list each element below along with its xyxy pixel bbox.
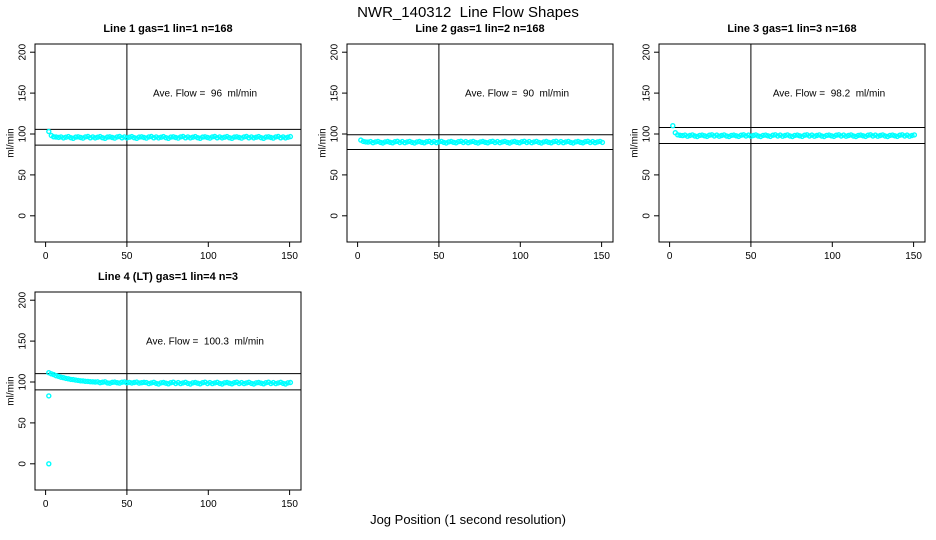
svg-text:Line 3 gas=1 lin=3 n=168: Line 3 gas=1 lin=3 n=168 — [727, 23, 856, 35]
panel-line-3: Line 3 gas=1 lin=3 n=168 0 50 100 150 200 ml/m… — [624, 18, 936, 268]
svg-text:150: 150 — [18, 332, 29, 349]
svg-text:ml/min: ml/min — [6, 376, 17, 405]
svg-text:150: 150 — [593, 251, 610, 262]
panel-line-1: Line 1 gas=1 lin=1 n=168 0 50 100 150 200 ml/m… — [0, 18, 312, 268]
svg-text:0: 0 — [330, 213, 341, 219]
svg-text:0: 0 — [43, 251, 49, 262]
svg-text:50: 50 — [642, 169, 653, 181]
panel-line-4-plot: Line 4 (LT) gas=1 lin=4 n=3 0 50 100 150 200 m… — [6, 271, 302, 510]
svg-text:100: 100 — [200, 251, 217, 262]
svg-text:150: 150 — [905, 251, 922, 262]
svg-text:Line 1 gas=1 lin=1 n=168: Line 1 gas=1 lin=1 n=168 — [103, 23, 232, 35]
svg-text:0: 0 — [18, 213, 29, 219]
x-axis-label: Jog Position (1 second resolution) — [370, 512, 566, 527]
svg-text:100: 100 — [200, 499, 217, 510]
svg-text:150: 150 — [18, 84, 29, 101]
svg-text:ml/min: ml/min — [630, 128, 641, 157]
svg-text:0: 0 — [642, 213, 653, 219]
svg-text:Line 2 gas=1 lin=2 n=168: Line 2 gas=1 lin=2 n=168 — [415, 23, 544, 35]
svg-text:ml/min: ml/min — [318, 128, 329, 157]
svg-text:100: 100 — [18, 373, 29, 390]
svg-text:50: 50 — [330, 169, 341, 181]
svg-text:Ave. Flow = 100.3 ml/min: Ave. Flow = 100.3 ml/min — [146, 337, 264, 348]
panel-line-1-plot: Line 1 gas=1 lin=1 n=168 0 50 100 150 200 ml/m… — [6, 23, 302, 262]
svg-text:150: 150 — [281, 499, 298, 510]
svg-text:Ave. Flow = 96 ml/min: Ave. Flow = 96 ml/min — [153, 89, 257, 100]
svg-text:150: 150 — [281, 251, 298, 262]
svg-text:0: 0 — [43, 499, 49, 510]
svg-text:100: 100 — [18, 125, 29, 142]
svg-text:150: 150 — [330, 84, 341, 101]
svg-text:50: 50 — [745, 251, 757, 262]
svg-text:200: 200 — [18, 291, 29, 308]
svg-text:ml/min: ml/min — [6, 128, 17, 157]
svg-text:Ave. Flow = 90 ml/min: Ave. Flow = 90 ml/min — [465, 89, 569, 100]
figure-title: NWR_140312 Line Flow Shapes — [357, 4, 579, 21]
svg-text:Ave. Flow = 98.2 ml/min: Ave. Flow = 98.2 ml/min — [773, 89, 885, 100]
svg-text:50: 50 — [121, 499, 133, 510]
svg-text:100: 100 — [824, 251, 841, 262]
svg-text:0: 0 — [667, 251, 673, 262]
svg-text:100: 100 — [512, 251, 529, 262]
svg-text:100: 100 — [330, 125, 341, 142]
svg-text:200: 200 — [642, 43, 653, 60]
svg-text:Line 4 (LT) gas=1 lin=4 n=3: Line 4 (LT) gas=1 lin=4 n=3 — [98, 271, 238, 283]
svg-text:50: 50 — [433, 251, 445, 262]
panel-line-2-plot: Line 2 gas=1 lin=2 n=168 0 50 100 150 200 ml/m… — [318, 23, 614, 262]
svg-text:50: 50 — [121, 251, 133, 262]
svg-text:200: 200 — [18, 43, 29, 60]
panel-line-4: Line 4 (LT) gas=1 lin=4 n=3 0 50 100 150 200 m… — [0, 266, 312, 516]
svg-text:0: 0 — [18, 461, 29, 467]
svg-text:0: 0 — [355, 251, 361, 262]
panel-line-2: Line 2 gas=1 lin=2 n=168 0 50 100 150 200 ml/m… — [312, 18, 624, 268]
svg-text:50: 50 — [18, 417, 29, 429]
panel-line-3-plot: Line 3 gas=1 lin=3 n=168 0 50 100 150 200 ml/m… — [630, 23, 926, 262]
svg-text:150: 150 — [642, 84, 653, 101]
svg-text:200: 200 — [330, 43, 341, 60]
svg-text:100: 100 — [642, 125, 653, 142]
svg-text:50: 50 — [18, 169, 29, 181]
